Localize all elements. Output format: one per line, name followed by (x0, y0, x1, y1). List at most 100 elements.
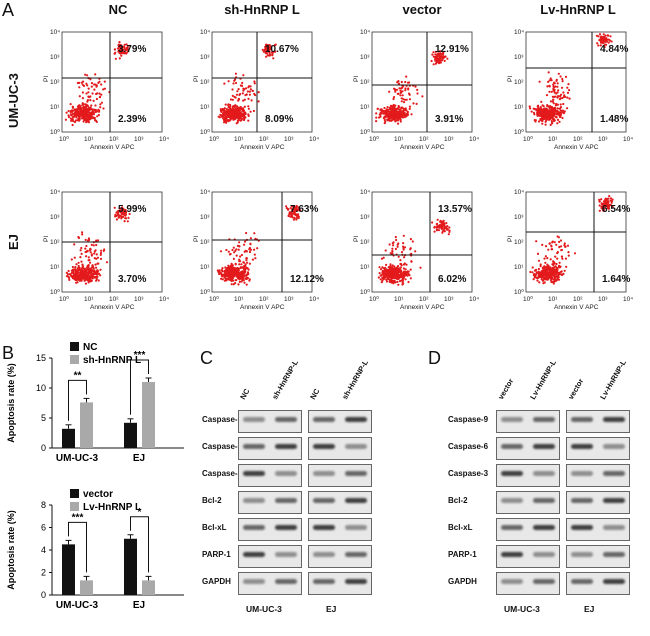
upper-right-percent: 7.63% (290, 204, 318, 215)
lane-label: sh-HnRNP-L (340, 358, 371, 401)
protein-band (533, 444, 555, 449)
legend-label: vector (83, 489, 113, 500)
blot-strip (496, 410, 560, 433)
x-tick-label: 10¹ (234, 296, 244, 303)
blot-strip (238, 464, 302, 487)
y-tick-label: 10⁰ (514, 288, 524, 296)
blot-strip (566, 491, 630, 514)
protein-band (243, 525, 265, 530)
x-tick-label: 10³ (134, 136, 144, 143)
protein-band (345, 417, 367, 422)
protein-label: Bcl-xL (448, 523, 473, 532)
x-tick-label: 10² (259, 296, 269, 303)
lane-label: vector (566, 377, 586, 401)
bar (124, 538, 137, 595)
y-axis-label: Apoptosis rate (%) (6, 363, 16, 443)
protein-label: Caspase-3 (202, 469, 243, 478)
blot-strip (496, 518, 560, 541)
bar-chart-overexpression: vector Lv-HnRNP L 0 2 4 6 8 Apoptosis rate (%) *… (6, 489, 184, 611)
lower-right-percent: 8.09% (265, 114, 293, 125)
facs-plot: 6.54% 1.64% 10⁰ 10⁰ 10¹ 10¹ 10² 10² 10³ 10³ 10⁴ 10⁴… (507, 188, 642, 323)
protein-band (603, 579, 625, 584)
blot-strip (566, 518, 630, 541)
x-tick-label: 10² (259, 136, 269, 143)
y-tick-label: 10 (36, 383, 46, 393)
lower-right-percent: 3.91% (435, 114, 463, 125)
y-axis-label: PI (507, 76, 514, 82)
legend-label: NC (83, 342, 97, 353)
x-tick-label: 10³ (444, 136, 454, 143)
legend-swatch (70, 502, 79, 511)
column-title-nc: NC (108, 2, 128, 17)
bar (62, 428, 75, 448)
protein-band (533, 471, 555, 476)
category-label: UM-UC-3 (56, 600, 99, 611)
protein-band (275, 498, 297, 503)
blot-strip (238, 545, 302, 568)
upper-right-percent: 12.91% (435, 44, 469, 55)
significance-bracket (68, 521, 87, 573)
blot-strip (308, 491, 372, 514)
blot-strip (238, 572, 302, 595)
protein-label: Caspase-3 (448, 469, 489, 478)
protein-band (533, 579, 555, 584)
x-tick-label: 10⁰ (209, 295, 219, 303)
x-axis-label: Annexin V APC (240, 304, 285, 311)
y-tick-label: 0 (41, 590, 46, 600)
scatter-dots (216, 204, 302, 286)
y-axis-label: Apoptosis rate (%) (6, 510, 16, 590)
y-tick-label: 6 (41, 523, 46, 533)
x-tick-label: 10⁴ (309, 296, 319, 303)
significance-label: * (138, 507, 142, 518)
y-tick-label: 10⁴ (514, 189, 524, 196)
bar (80, 580, 93, 595)
protein-label: PARP-1 (448, 550, 477, 559)
blot-strip (308, 464, 372, 487)
y-tick-label: 10¹ (514, 264, 524, 271)
blot-strip (496, 572, 560, 595)
x-tick-label: 10⁴ (623, 296, 633, 303)
bar (124, 422, 137, 448)
panel-letter-a: A (2, 0, 15, 20)
y-tick-label: 10⁴ (514, 29, 524, 36)
protein-label: Caspase-6 (448, 442, 489, 451)
protein-band (603, 444, 625, 449)
y-tick-label: 10² (514, 79, 524, 86)
protein-band (313, 552, 335, 557)
protein-band (603, 471, 625, 476)
upper-right-percent: 10.67% (265, 44, 299, 55)
x-tick-label: 10³ (284, 136, 294, 143)
y-tick-label: 10⁰ (50, 288, 60, 296)
blot-strip (566, 464, 630, 487)
protein-band (603, 525, 625, 530)
category-label: UM-UC-3 (56, 453, 99, 464)
protein-band (345, 444, 367, 449)
y-tick-label: 10² (200, 79, 210, 86)
y-tick-label: 10⁰ (514, 128, 524, 136)
blot-strip (566, 437, 630, 460)
y-tick-label: 10¹ (514, 104, 524, 111)
x-tick-label: 10³ (134, 296, 144, 303)
facs-plot: 10.67% 8.09% 10⁰ 10⁰ 10¹ 10¹ 10² 10² 10³ 10³ 10⁴ 10… (193, 28, 328, 163)
protein-band (243, 498, 265, 503)
facs-plot: 5.99% 3.70% 10⁰ 10⁰ 10¹ 10¹ 10² 10² 10³ 10³ 10⁴ 10⁴… (43, 188, 178, 323)
category-label: EJ (133, 453, 145, 464)
protein-band (243, 552, 265, 557)
upper-right-percent: 13.57% (438, 204, 472, 215)
protein-band (603, 498, 625, 503)
y-tick-label: 10¹ (360, 104, 370, 111)
x-tick-label: 10¹ (84, 296, 94, 303)
protein-band (501, 552, 523, 557)
x-tick-label: 10² (419, 296, 429, 303)
protein-band (243, 417, 265, 422)
x-tick-label: 10⁴ (159, 136, 169, 143)
y-tick-label: 8 (41, 500, 46, 510)
y-tick-label: 10⁰ (360, 128, 370, 136)
protein-band (345, 525, 367, 530)
x-tick-label: 10¹ (394, 296, 404, 303)
blot-strip (496, 545, 560, 568)
protein-band (275, 471, 297, 476)
protein-band (571, 471, 593, 476)
significance-bracket (130, 516, 149, 573)
facs-plot: 7.63% 12.12% 10⁰ 10⁰ 10¹ 10¹ 10² 10² 10³ 10³ 10⁴ 10… (193, 188, 328, 323)
